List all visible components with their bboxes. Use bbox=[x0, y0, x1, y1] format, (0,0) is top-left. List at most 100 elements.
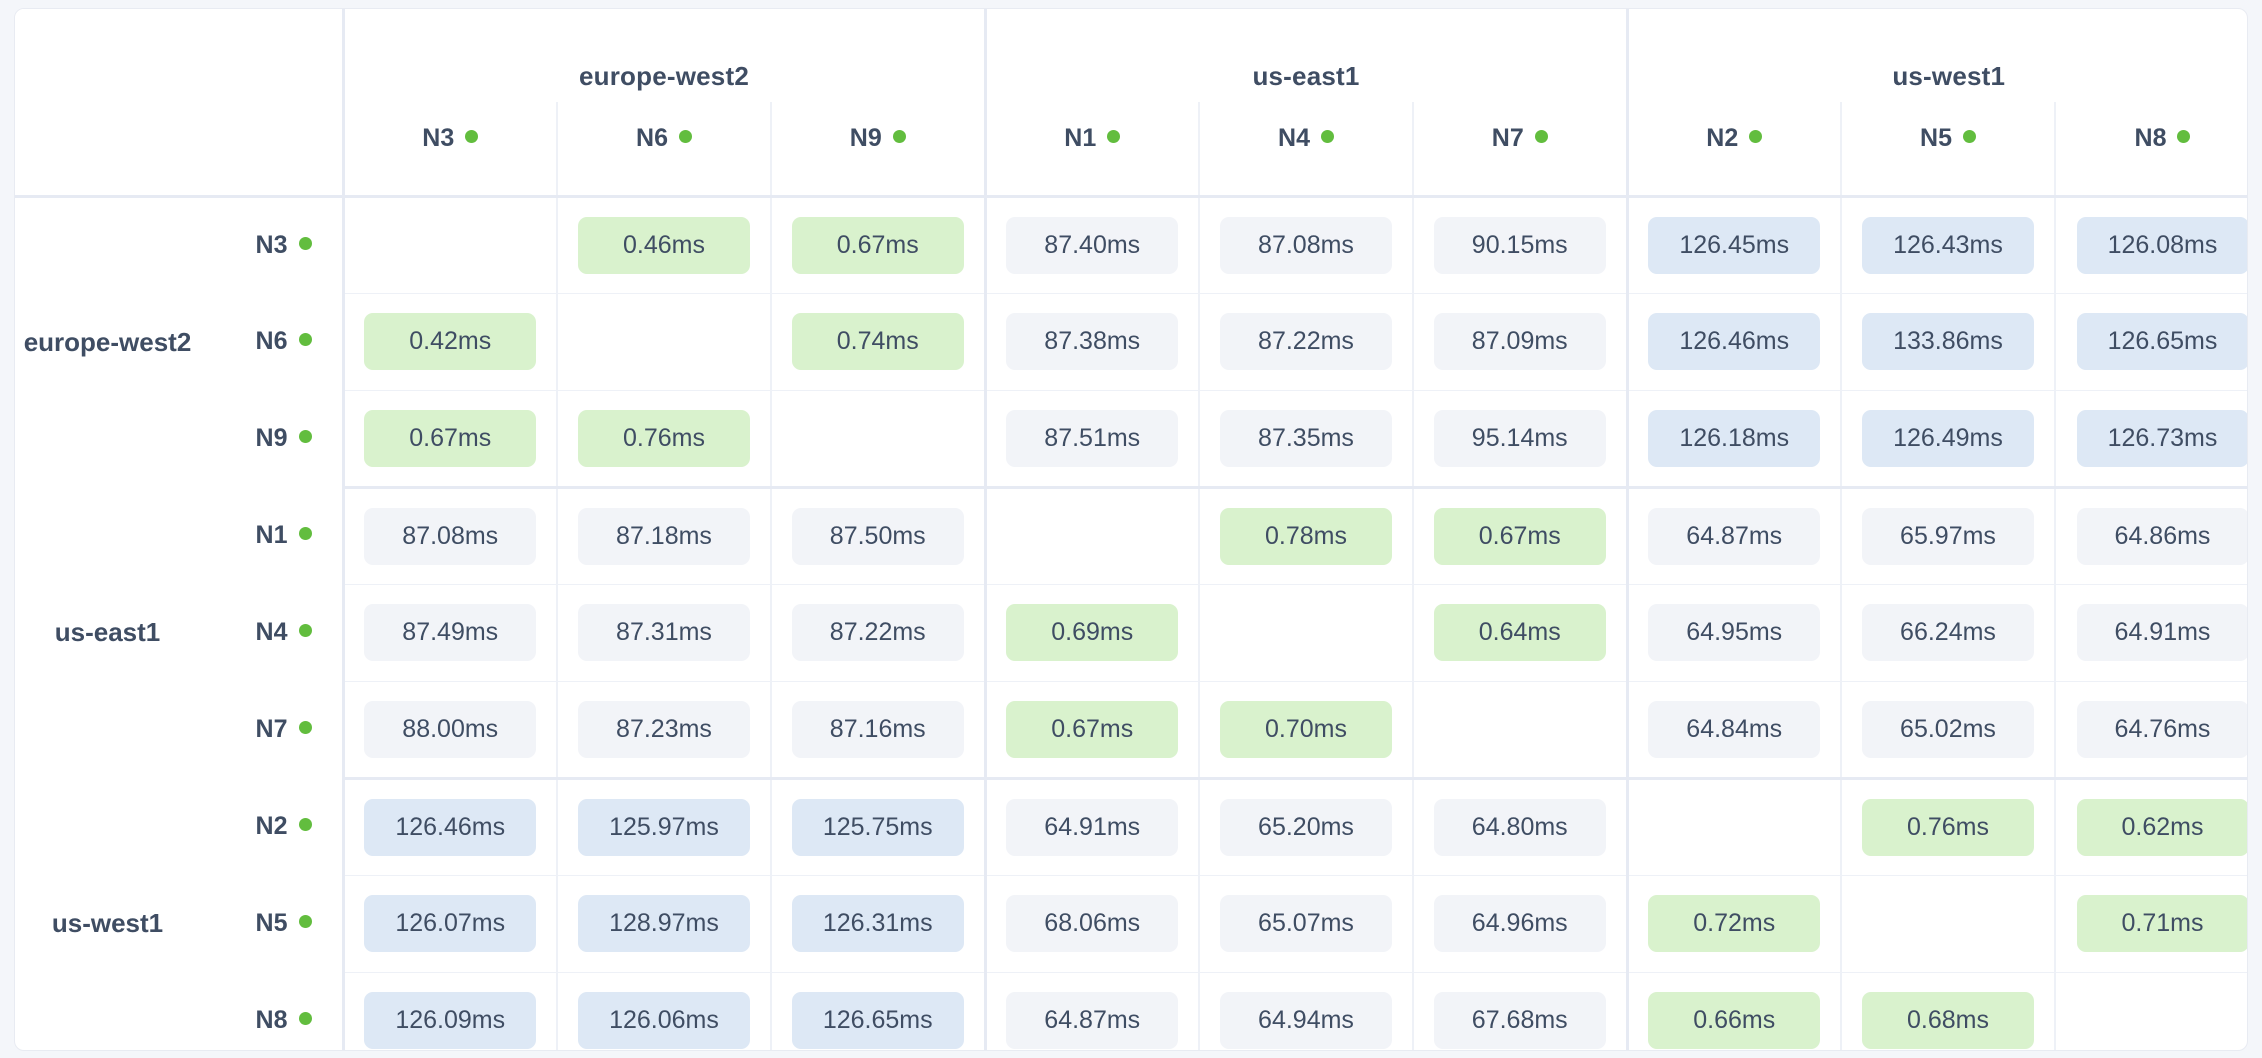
latency-cell-n2-n5[interactable]: 0.76ms bbox=[1840, 776, 2055, 875]
latency-cell-n5-n7[interactable]: 64.96ms bbox=[1412, 874, 1627, 972]
latency-cell-n7-n2[interactable]: 64.84ms bbox=[1625, 680, 1841, 778]
latency-cell-n8-n2[interactable]: 0.66ms bbox=[1625, 971, 1841, 1050]
latency-cell-n1-n2[interactable]: 64.87ms bbox=[1625, 485, 1841, 584]
latency-cell-n5-n4[interactable]: 65.07ms bbox=[1198, 874, 1413, 972]
latency-cell-n9-n9[interactable] bbox=[770, 389, 985, 487]
latency-cell-n7-n3[interactable]: 88.00ms bbox=[341, 680, 557, 778]
row-header-n6[interactable]: N6 bbox=[200, 293, 343, 390]
latency-cell-n7-n5[interactable]: 65.02ms bbox=[1840, 680, 2055, 778]
latency-cell-n3-n7[interactable]: 90.15ms bbox=[1412, 196, 1627, 293]
latency-cell-n5-n2[interactable]: 0.72ms bbox=[1625, 874, 1841, 972]
row-header-n3[interactable]: N3 bbox=[200, 196, 343, 293]
latency-cell-n6-n4[interactable]: 87.22ms bbox=[1198, 292, 1413, 390]
column-header-n9[interactable]: N9 bbox=[770, 102, 985, 198]
latency-cell-n5-n9[interactable]: 126.31ms bbox=[770, 874, 985, 972]
latency-cell-n5-n1[interactable]: 68.06ms bbox=[983, 874, 1199, 972]
row-header-n5[interactable]: N5 bbox=[200, 875, 343, 972]
latency-cell-n3-n8[interactable]: 126.08ms bbox=[2054, 196, 2247, 293]
latency-cell-n4-n8[interactable]: 64.91ms bbox=[2054, 583, 2247, 681]
latency-cell-n4-n2[interactable]: 64.95ms bbox=[1625, 583, 1841, 681]
latency-cell-n8-n6[interactable]: 126.06ms bbox=[556, 971, 771, 1050]
latency-cell-n2-n8[interactable]: 0.62ms bbox=[2054, 776, 2247, 875]
latency-cell-n5-n8[interactable]: 0.71ms bbox=[2054, 874, 2247, 972]
latency-cell-n5-n5[interactable] bbox=[1840, 874, 2055, 972]
latency-cell-n6-n8[interactable]: 126.65ms bbox=[2054, 292, 2247, 390]
latency-cell-n3-n3[interactable] bbox=[341, 196, 557, 293]
column-header-n6[interactable]: N6 bbox=[556, 102, 771, 198]
latency-cell-n6-n3[interactable]: 0.42ms bbox=[341, 292, 557, 390]
latency-cell-n2-n1[interactable]: 64.91ms bbox=[983, 776, 1199, 875]
latency-cell-n9-n3[interactable]: 0.67ms bbox=[341, 389, 557, 487]
latency-cell-n4-n6[interactable]: 87.31ms bbox=[556, 583, 771, 681]
latency-cell-n1-n4[interactable]: 0.78ms bbox=[1198, 485, 1413, 584]
latency-cell-n1-n5[interactable]: 65.97ms bbox=[1840, 485, 2055, 584]
column-header-n3[interactable]: N3 bbox=[341, 102, 557, 198]
latency-cell-n8-n4[interactable]: 64.94ms bbox=[1198, 971, 1413, 1050]
latency-cell-n6-n9[interactable]: 0.74ms bbox=[770, 292, 985, 390]
latency-cell-n7-n8[interactable]: 64.76ms bbox=[2054, 680, 2247, 778]
row-header-n4[interactable]: N4 bbox=[200, 584, 343, 681]
table-row: europe-west2 N3 0.46ms 0.67ms 87.40ms 87.08ms… bbox=[15, 196, 2247, 357]
latency-cell-n1-n3[interactable]: 87.08ms bbox=[341, 485, 557, 584]
latency-cell-n4-n9[interactable]: 87.22ms bbox=[770, 583, 985, 681]
latency-cell-n2-n2[interactable] bbox=[1625, 776, 1841, 875]
latency-cell-n9-n4[interactable]: 87.35ms bbox=[1198, 389, 1413, 487]
latency-cell-n1-n8[interactable]: 64.86ms bbox=[2054, 485, 2247, 584]
latency-cell-n9-n1[interactable]: 87.51ms bbox=[983, 389, 1199, 487]
column-header-n2[interactable]: N2 bbox=[1625, 102, 1841, 198]
latency-cell-n6-n1[interactable]: 87.38ms bbox=[983, 292, 1199, 390]
column-header-n5[interactable]: N5 bbox=[1840, 102, 2055, 198]
latency-cell-n9-n8[interactable]: 126.73ms bbox=[2054, 389, 2247, 487]
latency-cell-n8-n9[interactable]: 126.65ms bbox=[770, 971, 985, 1050]
latency-cell-n2-n4[interactable]: 65.20ms bbox=[1198, 776, 1413, 875]
latency-cell-n3-n1[interactable]: 87.40ms bbox=[983, 196, 1199, 293]
column-header-n8[interactable]: N8 bbox=[2054, 102, 2247, 198]
latency-cell-n1-n9[interactable]: 87.50ms bbox=[770, 485, 985, 584]
latency-cell-n7-n7[interactable] bbox=[1412, 680, 1627, 778]
latency-cell-n6-n2[interactable]: 126.46ms bbox=[1625, 292, 1841, 390]
column-header-n4[interactable]: N4 bbox=[1198, 102, 1413, 198]
latency-cell-n7-n1[interactable]: 0.67ms bbox=[983, 680, 1199, 778]
latency-cell-n4-n1[interactable]: 0.69ms bbox=[983, 583, 1199, 681]
latency-cell-n9-n7[interactable]: 95.14ms bbox=[1412, 389, 1627, 487]
latency-cell-n4-n3[interactable]: 87.49ms bbox=[341, 583, 557, 681]
row-header-n2[interactable]: N2 bbox=[200, 778, 343, 875]
latency-cell-n4-n7[interactable]: 0.64ms bbox=[1412, 583, 1627, 681]
latency-cell-n8-n8[interactable] bbox=[2054, 971, 2247, 1050]
latency-cell-n5-n3[interactable]: 126.07ms bbox=[341, 874, 557, 972]
column-header-n7[interactable]: N7 bbox=[1412, 102, 1627, 198]
latency-cell-n2-n9[interactable]: 125.75ms bbox=[770, 776, 985, 875]
row-header-n7[interactable]: N7 bbox=[200, 681, 343, 778]
latency-cell-n1-n6[interactable]: 87.18ms bbox=[556, 485, 771, 584]
column-header-n1[interactable]: N1 bbox=[983, 102, 1199, 198]
latency-cell-n7-n9[interactable]: 87.16ms bbox=[770, 680, 985, 778]
latency-cell-n3-n4[interactable]: 87.08ms bbox=[1198, 196, 1413, 293]
latency-cell-n1-n7[interactable]: 0.67ms bbox=[1412, 485, 1627, 584]
latency-cell-n1-n1[interactable] bbox=[983, 485, 1199, 584]
latency-cell-n6-n6[interactable] bbox=[556, 292, 771, 390]
latency-cell-n3-n9[interactable]: 0.67ms bbox=[770, 196, 985, 293]
latency-cell-n3-n6[interactable]: 0.46ms bbox=[556, 196, 771, 293]
latency-cell-n5-n6[interactable]: 128.97ms bbox=[556, 874, 771, 972]
row-header-n8[interactable]: N8 bbox=[200, 972, 343, 1050]
latency-cell-n9-n5[interactable]: 126.49ms bbox=[1840, 389, 2055, 487]
latency-cell-n8-n3[interactable]: 126.09ms bbox=[341, 971, 557, 1050]
latency-cell-n2-n3[interactable]: 126.46ms bbox=[341, 776, 557, 875]
latency-cell-n8-n7[interactable]: 67.68ms bbox=[1412, 971, 1627, 1050]
latency-cell-n9-n2[interactable]: 126.18ms bbox=[1625, 389, 1841, 487]
latency-cell-n7-n6[interactable]: 87.23ms bbox=[556, 680, 771, 778]
latency-cell-n2-n7[interactable]: 64.80ms bbox=[1412, 776, 1627, 875]
latency-cell-n9-n6[interactable]: 0.76ms bbox=[556, 389, 771, 487]
row-header-n1[interactable]: N1 bbox=[200, 487, 343, 584]
latency-cell-n3-n2[interactable]: 126.45ms bbox=[1625, 196, 1841, 293]
latency-cell-n3-n5[interactable]: 126.43ms bbox=[1840, 196, 2055, 293]
latency-cell-n8-n1[interactable]: 64.87ms bbox=[983, 971, 1199, 1050]
latency-cell-n6-n5[interactable]: 133.86ms bbox=[1840, 292, 2055, 390]
latency-cell-n4-n4[interactable] bbox=[1198, 583, 1413, 681]
latency-cell-n8-n5[interactable]: 0.68ms bbox=[1840, 971, 2055, 1050]
latency-cell-n6-n7[interactable]: 87.09ms bbox=[1412, 292, 1627, 390]
latency-cell-n7-n4[interactable]: 0.70ms bbox=[1198, 680, 1413, 778]
row-header-n9[interactable]: N9 bbox=[200, 390, 343, 487]
latency-cell-n4-n5[interactable]: 66.24ms bbox=[1840, 583, 2055, 681]
latency-cell-n2-n6[interactable]: 125.97ms bbox=[556, 776, 771, 875]
